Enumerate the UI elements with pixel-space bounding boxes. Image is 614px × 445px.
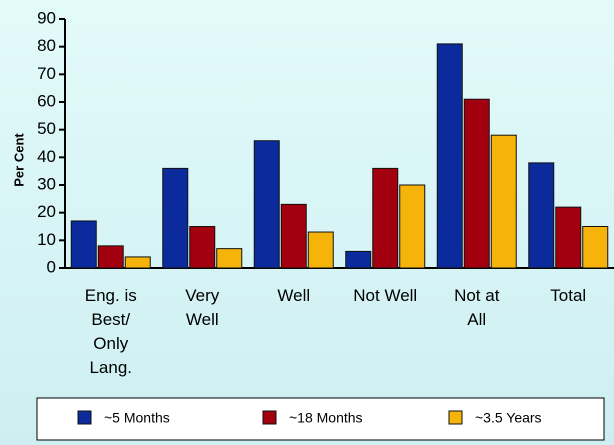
y-tick-label: 0 [47, 257, 56, 276]
y-tick-label: 80 [37, 36, 56, 55]
bar [97, 245, 124, 269]
y-tick-label: 50 [37, 119, 56, 138]
bar [70, 220, 97, 269]
y-tick-label: 20 [37, 202, 56, 221]
x-tick-label: Well [277, 286, 311, 305]
bar [436, 43, 463, 269]
bar [280, 203, 307, 269]
legend-box [36, 397, 605, 441]
legend-label: ~5 Months [104, 410, 170, 426]
bar [345, 250, 372, 269]
y-tick-label: 40 [37, 147, 56, 166]
bar [216, 248, 243, 269]
bar [124, 256, 151, 269]
bar [189, 226, 216, 269]
y-tick-label: 70 [37, 64, 56, 83]
legend-swatch [77, 410, 92, 425]
bar [582, 226, 609, 269]
y-tick-label: 30 [37, 174, 56, 193]
bar [253, 140, 280, 269]
bar [555, 206, 582, 269]
x-tick-label: Eng. is Best/ Only Lang. [84, 286, 137, 377]
legend-label: ~3.5 Years [475, 410, 542, 426]
x-tick-label: Very Well [185, 286, 220, 329]
y-tick-label: 10 [37, 230, 56, 249]
legend-label: ~18 Months [289, 410, 363, 426]
bar [162, 167, 189, 269]
bar [463, 98, 490, 269]
y-tick-label: 90 [37, 8, 56, 27]
bar [307, 231, 334, 269]
bar [399, 184, 426, 269]
x-tick-label: Total [550, 286, 587, 305]
x-tick-label: Not at All [454, 286, 500, 329]
y-axis-label: Per Cent [11, 133, 26, 187]
bar [490, 134, 517, 269]
bar [372, 167, 399, 269]
legend-swatch [262, 410, 277, 425]
x-tick-label: Not Well [353, 286, 418, 305]
legend-swatch [448, 410, 463, 425]
bar [528, 162, 555, 269]
y-tick-label: 60 [37, 91, 56, 110]
